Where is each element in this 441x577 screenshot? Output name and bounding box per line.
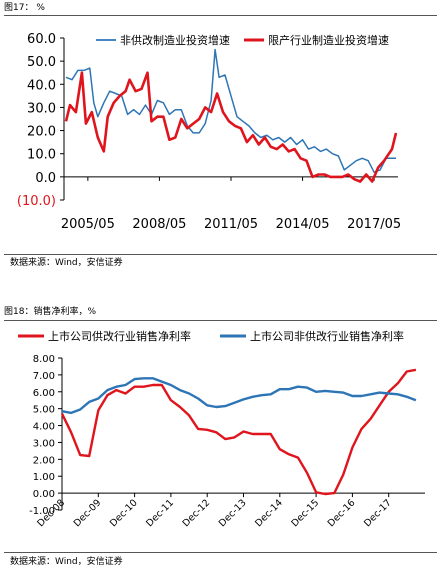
y-tick-label: 2.00 — [33, 455, 55, 466]
figure17-top-rule — [4, 15, 437, 16]
x-tick-label: Dec-09 — [72, 497, 104, 529]
x-tick-label: Dec-17 — [362, 497, 394, 529]
x-tick-label: Dec-16 — [326, 497, 358, 529]
x-tick-label: 2008/05 — [132, 217, 186, 232]
x-tick-label: Dec-13 — [217, 497, 249, 529]
y-tick-label: 0.0 — [35, 171, 56, 186]
y-tick-label: 7.00 — [33, 371, 55, 382]
x-tick-label: 2005/05 — [61, 217, 115, 232]
y-tick-label: (10.0) — [17, 194, 56, 209]
series-line-restricted — [64, 71, 398, 183]
x-tick-label: 2014/05 — [276, 217, 330, 232]
figure17-bottom-rule — [4, 254, 437, 255]
legend-label: 上市公司供改行业销售净利率 — [48, 329, 191, 343]
x-tick-label: Dec-11 — [144, 497, 176, 529]
y-tick-label: 8.00 — [33, 354, 55, 365]
x-tick-label: 2017/05 — [347, 217, 401, 232]
series-line-reform — [60, 368, 417, 496]
series-line-non-reform — [61, 377, 417, 415]
x-tick-label: Dec-10 — [108, 497, 140, 529]
series-line-non-reform — [65, 48, 396, 173]
figure17-caption: 图17： % — [4, 3, 45, 13]
figure17-chart: (10.0) 0.0 10.0 20.0 30.0 40.0 50.0 60.0 2005/05… — [17, 32, 401, 232]
y-tick-label: 40.0 — [27, 78, 56, 93]
figure18-caption: 图18：销售净利率，% — [4, 307, 97, 317]
figure17-source: 数据来源：Wind，安信证券 — [10, 258, 123, 268]
figure18-top-rule — [4, 320, 437, 321]
y-tick-label: 1.00 — [33, 472, 55, 483]
figure18-source: 数据来源：Wind，安信证券 — [10, 557, 123, 567]
x-tick-label: 2011/05 — [204, 217, 258, 232]
y-tick-label: 6.00 — [33, 388, 55, 399]
y-tick-label: -1.00 — [29, 506, 55, 517]
figure18-chart: -1.00 0.00 1.00 2.00 3.00 4.00 5.00 6.00 7.00 8.0… — [18, 329, 425, 529]
y-tick-label: 0.00 — [33, 489, 55, 500]
y-tick-label: 30.0 — [27, 101, 56, 116]
y-tick-label: 3.00 — [33, 438, 55, 449]
figure18-bottom-rule — [4, 552, 437, 553]
y-tick-label: 20.0 — [27, 125, 56, 140]
y-tick-label: 5.00 — [33, 405, 55, 416]
y-tick-label: 4.00 — [33, 422, 55, 433]
x-tick-label: Dec-14 — [253, 497, 285, 529]
x-tick-label: Dec-15 — [289, 497, 321, 529]
y-tick-label: 50.0 — [27, 55, 56, 70]
legend-label: 非供改制造业投资增速 — [120, 33, 230, 47]
legend-label: 上市公司非供改行业销售净利率 — [250, 329, 404, 343]
y-tick-label: 10.0 — [27, 148, 56, 163]
y-tick-label: 60.0 — [27, 32, 56, 47]
legend-label: 限产行业制造业投资增速 — [268, 33, 389, 47]
x-tick-label: Dec-12 — [181, 497, 213, 529]
